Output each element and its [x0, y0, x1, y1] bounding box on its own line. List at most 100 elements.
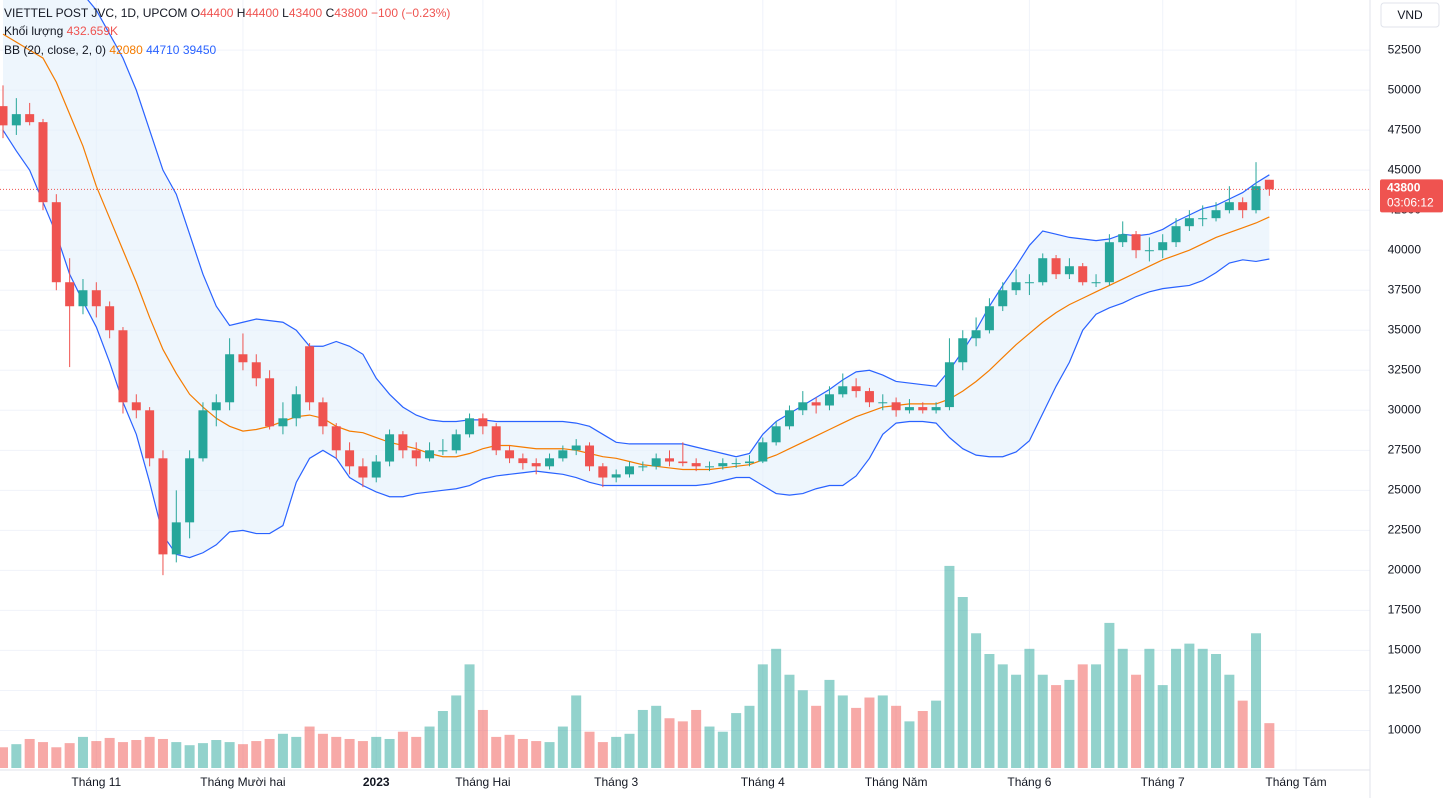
candle-body	[558, 450, 568, 459]
candle-body	[798, 402, 808, 411]
volume-bar	[264, 738, 275, 768]
candle-body	[1118, 234, 1128, 243]
candle-body	[731, 463, 741, 465]
y-tick-label: 20000	[1388, 563, 1422, 577]
volume-bar	[77, 736, 88, 768]
volume-bar	[224, 742, 235, 768]
y-tick-label: 17500	[1388, 603, 1422, 617]
candle-body	[1091, 282, 1101, 284]
x-tick-label: Tháng 11	[71, 775, 121, 789]
volume-bar	[824, 679, 835, 768]
volume-bar	[277, 733, 288, 768]
ohlc-key: H	[237, 6, 246, 20]
volume-bar	[1211, 654, 1222, 768]
last-price-tag	[1380, 179, 1443, 213]
candle-body	[625, 466, 635, 475]
header-line: BB (20, close, 2, 0) 42080 44710 39450	[4, 43, 217, 57]
candle-body	[638, 466, 648, 468]
candle-body	[665, 458, 674, 462]
candle-body	[145, 410, 155, 459]
x-tick-label: Tháng 3	[594, 775, 638, 789]
ohlc-value: 44400	[245, 6, 279, 20]
candle-body	[385, 434, 395, 462]
volume-bar	[677, 721, 688, 768]
volume-bar	[1224, 674, 1235, 768]
candle-body	[1051, 258, 1061, 275]
x-tick-label: Tháng Tám	[1265, 775, 1326, 789]
volume-bar	[637, 709, 648, 768]
candle-body	[505, 450, 515, 459]
ohlc-key: C	[326, 6, 335, 20]
volume-bar	[584, 731, 595, 768]
y-tick-label: 45000	[1388, 162, 1422, 176]
candle-body	[1251, 186, 1261, 211]
y-tick-label: 47500	[1388, 122, 1422, 136]
volume-bar	[491, 736, 502, 768]
bb-title: BB (20, close, 2, 0)	[4, 43, 106, 57]
candle-body	[1144, 250, 1154, 252]
candle-body	[678, 461, 688, 464]
y-tick-label: 37500	[1388, 282, 1422, 296]
candle-body	[238, 354, 248, 363]
volume-bar	[1104, 622, 1115, 768]
ohlc-value: 44400	[200, 6, 234, 20]
candle-body	[971, 330, 981, 339]
volume-bar	[837, 695, 848, 768]
volume-bar	[1157, 685, 1168, 768]
candle-body	[811, 402, 821, 406]
candle-body	[65, 282, 75, 307]
candle-body	[571, 445, 581, 451]
candle-body	[771, 426, 781, 443]
band-line	[2, 129, 1270, 559]
volume-bar	[117, 742, 128, 768]
candle-body	[545, 458, 555, 467]
volume-bar	[1117, 648, 1128, 768]
volume-bar	[1077, 664, 1088, 768]
bb-lower: 39450	[183, 43, 217, 57]
volume-bar	[357, 741, 368, 768]
candle-body	[1158, 242, 1168, 251]
volume-bar	[771, 648, 782, 768]
volume-bar	[957, 597, 968, 768]
candle-body	[1264, 179, 1274, 190]
volume-bar	[664, 718, 675, 768]
candle-body	[1171, 226, 1181, 243]
candle-body	[118, 330, 128, 403]
candle-body	[1064, 266, 1074, 275]
candle-body	[25, 114, 35, 123]
volume-bar	[811, 705, 822, 768]
volume-bar	[251, 741, 262, 768]
header-line: Khối lượng 432.659K	[4, 24, 118, 38]
candle-body	[345, 450, 355, 467]
candle-body	[651, 458, 661, 467]
volume-bar	[704, 726, 715, 768]
candle-body	[1038, 258, 1048, 283]
volume-bar	[944, 565, 955, 768]
currency-button[interactable]	[1380, 2, 1440, 28]
candle-body	[198, 410, 208, 459]
volume-bar	[851, 707, 862, 768]
volume-bar	[1171, 648, 1182, 768]
volume-bar	[597, 742, 608, 768]
candle-body	[491, 426, 501, 451]
candle-body	[398, 434, 408, 451]
volume-bar	[0, 747, 8, 768]
volume-bar	[984, 654, 995, 768]
candle-body	[318, 402, 328, 427]
candle-body	[744, 461, 754, 464]
candle-body	[1224, 202, 1234, 211]
y-tick-label: 30000	[1388, 402, 1422, 416]
volume-bar	[1251, 633, 1262, 768]
volume-bar	[744, 705, 755, 768]
currency[interactable]: VND	[1397, 8, 1423, 22]
volume-bar	[104, 737, 115, 768]
candle-body	[331, 426, 341, 451]
volume-bar	[371, 736, 382, 768]
volume-bar	[1264, 723, 1275, 768]
ohlc-key: L	[282, 6, 289, 20]
volume-bar	[571, 695, 582, 768]
candle-body	[185, 458, 195, 523]
ohlc-value: 43400	[289, 6, 323, 20]
volume-bar	[451, 695, 462, 768]
